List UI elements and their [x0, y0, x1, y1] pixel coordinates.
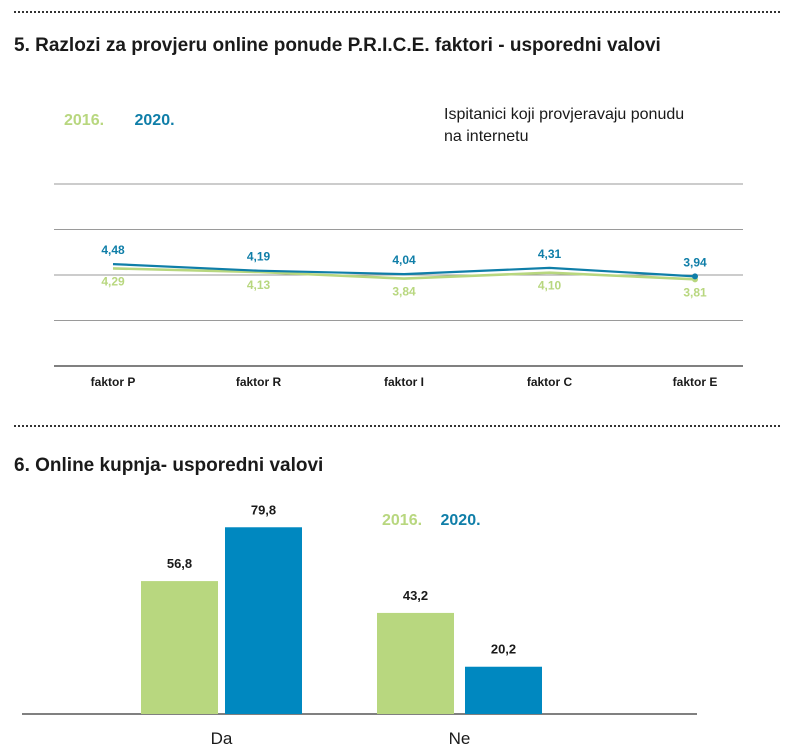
data-label: 3,84: [392, 285, 416, 299]
data-label: 3,81: [683, 285, 707, 299]
bar-ne-2020: [465, 666, 542, 714]
legend-2016: 2016.: [382, 512, 423, 529]
legend-2020: 2020.: [134, 112, 175, 129]
data-label: 4,10: [538, 279, 562, 293]
x-tick-label: faktor C: [527, 375, 573, 389]
x-tick-label: Da: [211, 729, 233, 748]
legend-2020: 2020.: [440, 512, 481, 529]
bar-ne-2016: [377, 612, 454, 714]
x-tick-label: faktor E: [673, 375, 718, 389]
x-tick-label: faktor I: [384, 375, 424, 389]
data-label: 3,94: [683, 255, 707, 269]
data-label: 4,29: [101, 274, 125, 288]
bar-da-2016: [141, 581, 218, 714]
series-end-point: [692, 273, 698, 280]
line-legend: 2016. 2020.: [64, 112, 201, 130]
x-tick-label: faktor P: [91, 375, 136, 389]
data-label: 4,13: [247, 278, 271, 292]
series-line-2020: [112, 263, 696, 278]
bar-legend: 2016. 2020.: [382, 512, 507, 530]
top-divider: [14, 11, 780, 13]
data-label: 43,2: [403, 588, 428, 603]
data-label: 20,2: [491, 642, 516, 657]
legend-2016: 2016.: [64, 112, 105, 129]
series-line-2016: [112, 267, 696, 281]
bar-chart: 56,8 79,8 Da 43,2 20,2 Ne: [22, 502, 697, 748]
x-tick-label: faktor R: [236, 375, 282, 389]
middle-divider: [14, 425, 780, 427]
data-label: 79,8: [251, 502, 276, 517]
data-label: 56,8: [167, 556, 192, 571]
data-label: 4,04: [392, 253, 416, 267]
data-label: 4,48: [101, 243, 125, 257]
line-chart: faktor P faktor R faktor I faktor C faktor E…: [54, 183, 743, 389]
section6-title: 6. Online kupnja- usporedni valovi: [14, 455, 324, 476]
x-tick-label: Ne: [449, 729, 471, 748]
bar-da-2020: [225, 527, 302, 714]
section5-title: 5. Razlozi za provjeru online ponude P.R…: [14, 35, 661, 56]
line-chart-note: Ispitanici koji provjeravaju ponudu na i…: [444, 106, 685, 145]
data-label: 4,19: [247, 250, 271, 264]
data-label: 4,31: [538, 247, 562, 261]
